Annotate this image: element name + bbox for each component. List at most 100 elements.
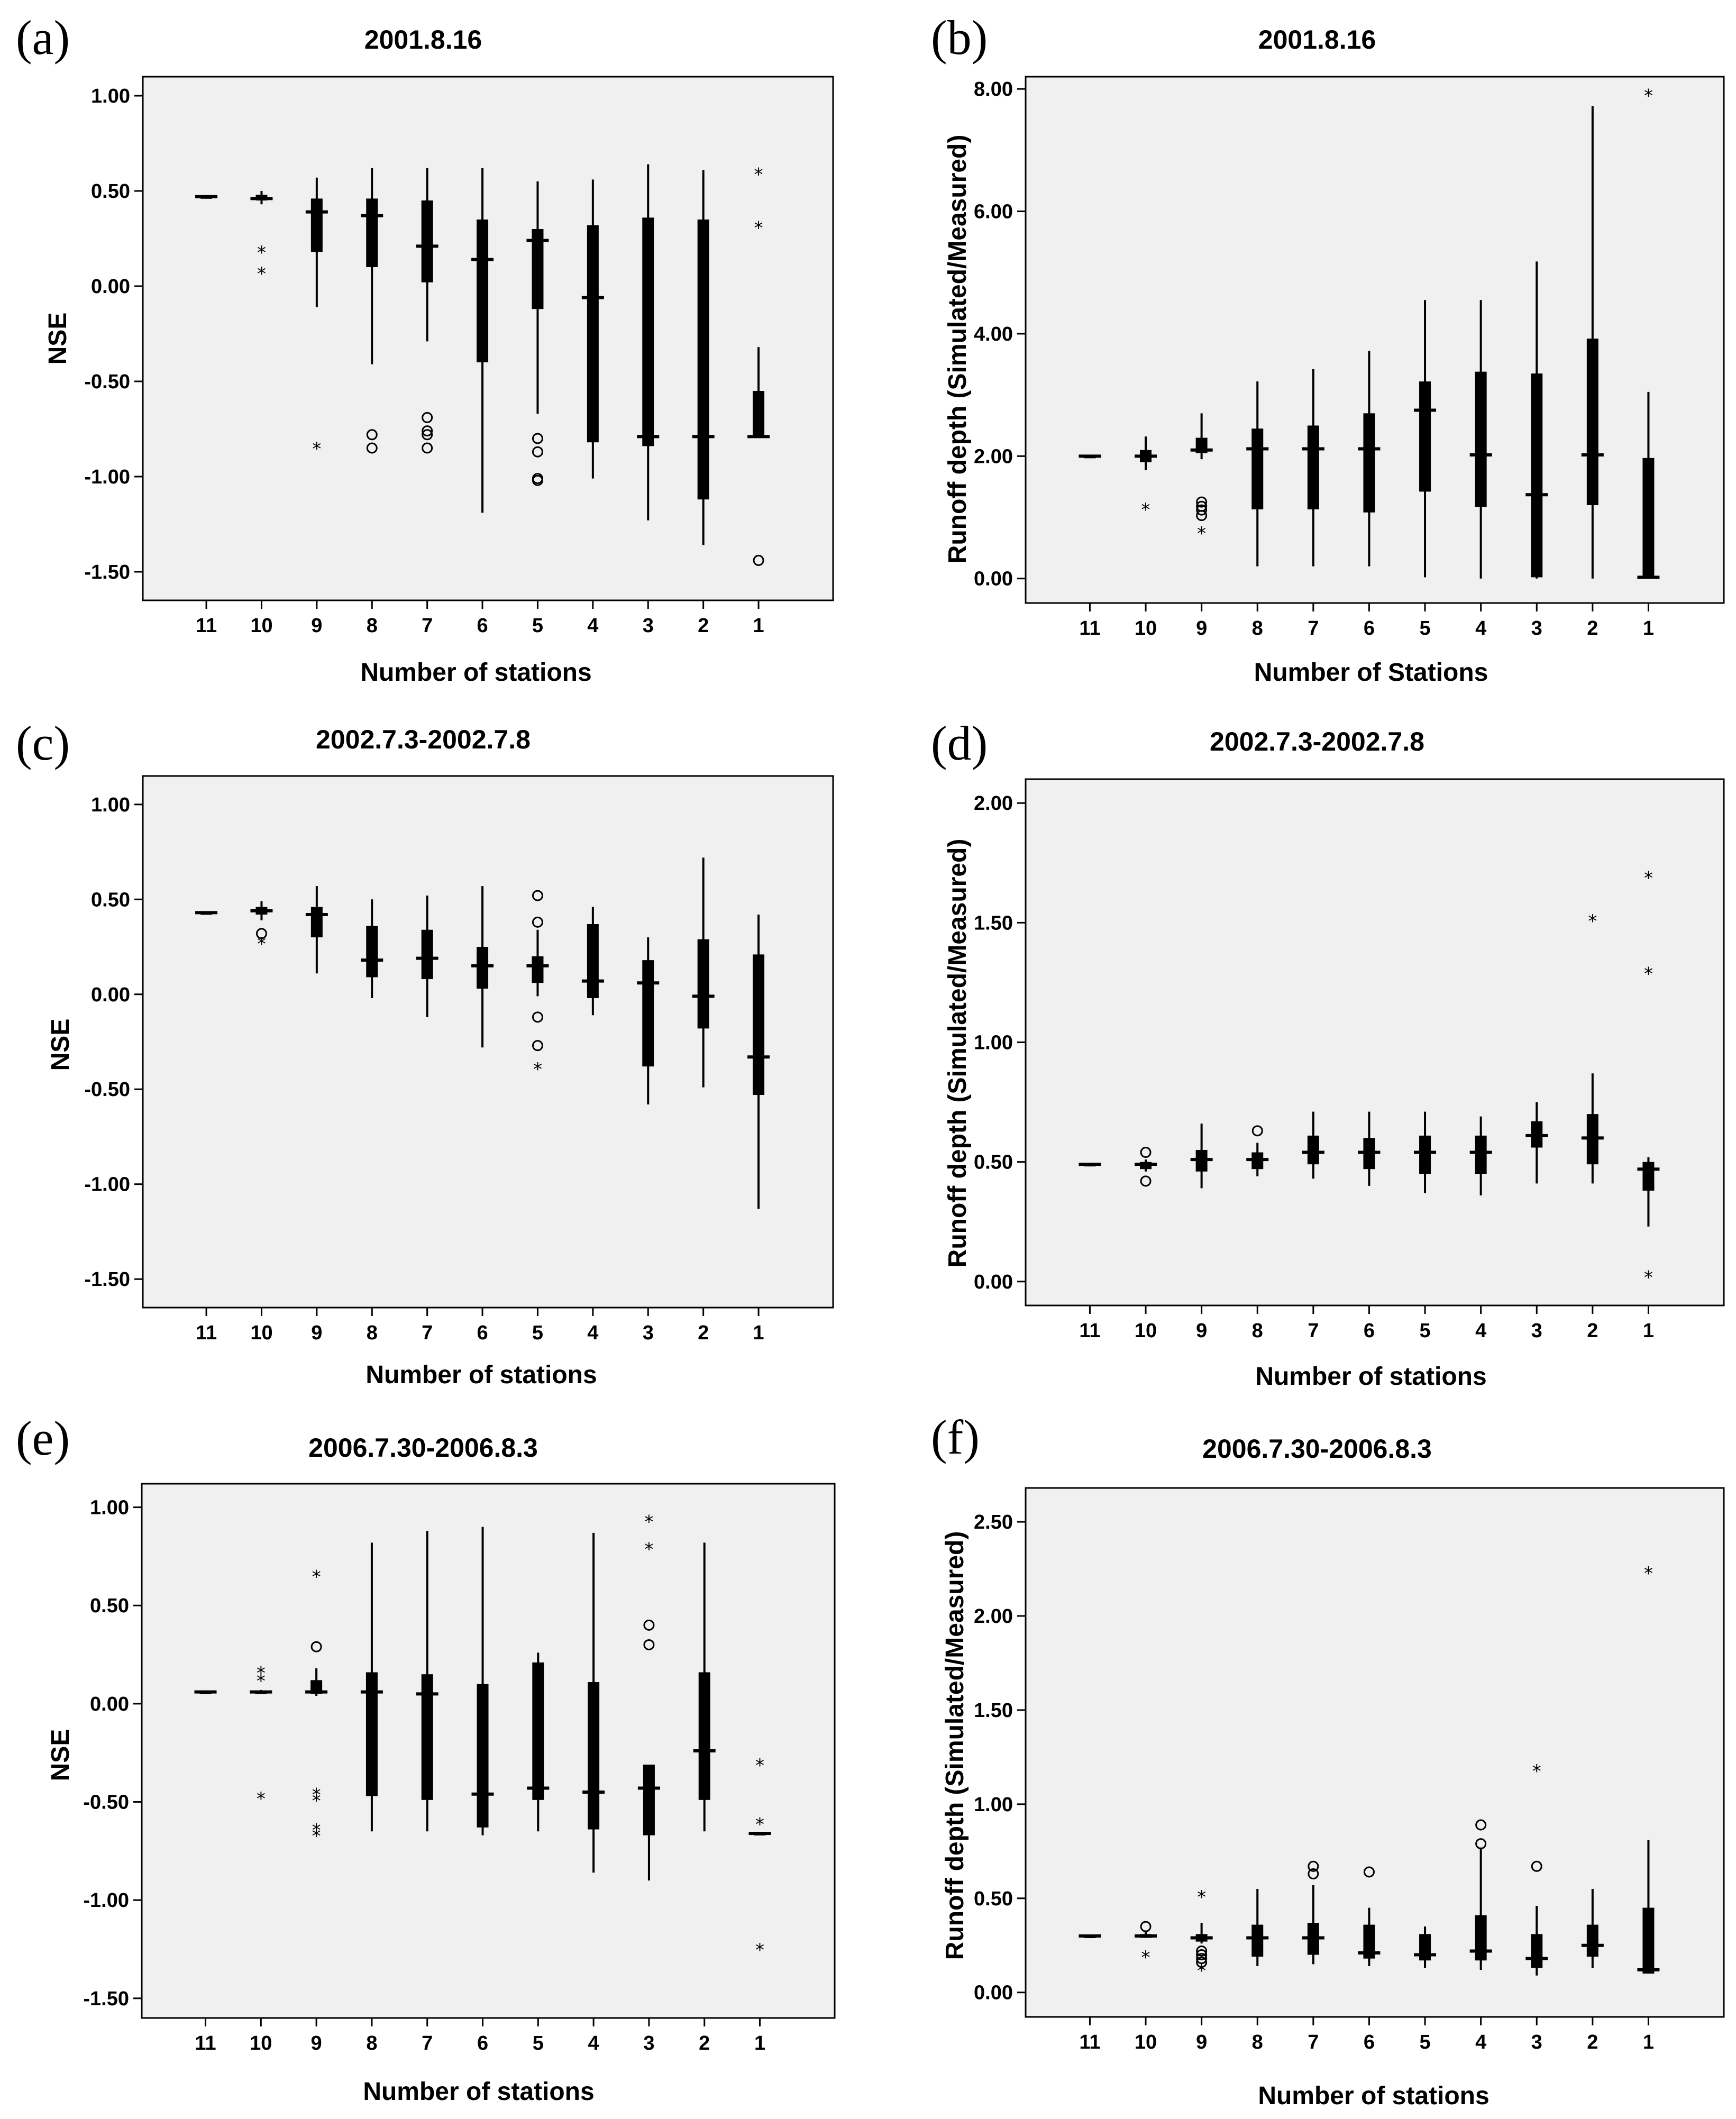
box <box>1251 1924 1264 1957</box>
x-tick-label: 3 <box>1531 1320 1542 1342</box>
outlier-circle <box>1475 1838 1487 1850</box>
box <box>1531 1934 1543 1968</box>
x-axis-title: Number of stations <box>360 659 591 687</box>
chart-a: (a) 2001.8.16 1.00 0.50 0.00 -0.50 -1.00 -1.5… <box>16 11 834 687</box>
outlier-circle <box>1251 1125 1263 1137</box>
x-tick-label: 4 <box>587 615 598 637</box>
x-tick-label: 11 <box>196 1322 217 1344</box>
x-tick-label: 5 <box>532 1322 543 1344</box>
extreme-star: * <box>257 1670 266 1692</box>
x-tick-label: 4 <box>1475 1320 1486 1342</box>
x-tick-label: 10 <box>1135 617 1157 640</box>
chart-title: 2001.8.16 <box>364 25 482 54</box>
y-tick-label: 1.50 <box>974 1700 1013 1722</box>
y-tick-label: 0.00 <box>974 1271 1013 1293</box>
x-tick-label: 11 <box>1079 1320 1100 1342</box>
box <box>477 220 489 362</box>
x-tick-label: 5 <box>533 2032 544 2054</box>
x-tick-label: 2 <box>1587 1320 1598 1342</box>
y-tick-label: 0.50 <box>91 889 130 911</box>
extreme-star: * <box>1197 1887 1206 1908</box>
box <box>1586 1924 1598 1957</box>
box <box>1475 1135 1487 1174</box>
y-tick-label: 0.00 <box>91 984 130 1006</box>
box <box>310 198 323 252</box>
x-tick-label: 10 <box>1135 1320 1157 1342</box>
y-tick-label: 1.00 <box>974 1794 1013 1816</box>
x-tick-label: 2 <box>698 615 709 637</box>
extreme-star: * <box>257 1663 266 1684</box>
box <box>642 217 654 446</box>
x-axis-title: Number of stations <box>363 2078 594 2106</box>
x-axis-title: Number of stations <box>1258 2082 1489 2110</box>
x-tick-label: 2 <box>699 2032 710 2054</box>
extreme-star: * <box>312 1820 321 1841</box>
outlier-circle <box>532 890 543 901</box>
x-axis-title: Number of Stations <box>1254 659 1488 687</box>
y-axis-title: Runoff depth (Simulated/Measured) <box>944 135 972 564</box>
outlier-circle <box>1196 1949 1208 1961</box>
chart-title: 2006.7.30-2006.8.3 <box>1202 1434 1432 1464</box>
y-tick-label: 0.50 <box>90 1595 129 1617</box>
x-tick-label: 9 <box>1196 2031 1207 2053</box>
box <box>1642 1162 1655 1191</box>
panel-letter: (f) <box>931 1410 980 1464</box>
box <box>421 929 433 980</box>
extreme-star: * <box>1644 867 1653 889</box>
x-tick-label: 9 <box>1196 617 1207 640</box>
x-tick-label: 1 <box>753 615 764 637</box>
box <box>532 956 544 983</box>
chart-title: 2006.7.30-2006.8.3 <box>308 1433 538 1463</box>
x-tick-label: 5 <box>1419 1320 1430 1342</box>
y-tick-label: -1.00 <box>84 466 130 488</box>
outlier-circle <box>1308 1860 1319 1872</box>
y-axis-title: Runoff depth (Simulated/Measured) <box>944 839 972 1268</box>
box <box>1586 339 1598 505</box>
box <box>587 924 599 998</box>
x-tick-label: 3 <box>643 2032 654 2054</box>
outlier-circle <box>1196 1945 1208 1957</box>
box <box>1419 1934 1431 1961</box>
extreme-star: * <box>312 1785 321 1806</box>
x-tick-label: 8 <box>367 615 378 637</box>
outlier-circle <box>753 554 764 566</box>
outlier-circle <box>1196 496 1208 508</box>
x-tick-label: 1 <box>1643 617 1654 640</box>
y-axis-title: NSE <box>44 313 72 365</box>
box <box>1419 381 1431 492</box>
box <box>477 1684 489 1828</box>
x-tick-label: 4 <box>588 2032 599 2054</box>
box <box>753 954 765 1095</box>
box <box>1307 1135 1319 1165</box>
extreme-star: * <box>1644 1563 1653 1584</box>
panel-d: (d) 2002.7.3-2002.7.8 2.00 1.50 1.00 0.50 0.… <box>868 706 1736 1412</box>
outlier-circle <box>366 442 378 454</box>
outlier-circle <box>255 928 267 939</box>
extreme-star: * <box>1532 1761 1541 1782</box>
x-tick-label: 7 <box>422 2032 433 2054</box>
y-tick-label: 1.50 <box>974 912 1013 934</box>
x-tick-label: 10 <box>250 1322 272 1344</box>
panel-c: (c) 2002.7.3-2002.7.8 1.00 0.50 0.00 -0.50 -… <box>0 706 868 1412</box>
outlier-circle <box>422 442 433 454</box>
chart-title: 2002.7.3-2002.7.8 <box>316 725 531 754</box>
y-tick-label: 4.00 <box>974 323 1013 345</box>
box <box>477 947 489 989</box>
x-tick-label: 5 <box>1419 617 1430 640</box>
x-tick-label: 4 <box>1475 2031 1486 2053</box>
x-tick-label: 4 <box>1475 617 1486 640</box>
box <box>532 1662 544 1800</box>
y-tick-label: 0.50 <box>974 1888 1013 1910</box>
x-tick-label: 6 <box>477 1322 488 1344</box>
extreme-star: * <box>1197 1960 1206 1981</box>
extreme-star: * <box>312 1567 321 1588</box>
box <box>587 225 599 443</box>
box <box>1419 1135 1431 1174</box>
panel-letter: (e) <box>16 1411 70 1465</box>
box <box>421 1674 433 1800</box>
plot-area <box>1025 76 1725 604</box>
outlier-circle <box>532 446 543 458</box>
x-tick-label: 3 <box>643 615 654 637</box>
extreme-star: * <box>644 1539 653 1560</box>
x-tick-label: 8 <box>367 1322 378 1344</box>
